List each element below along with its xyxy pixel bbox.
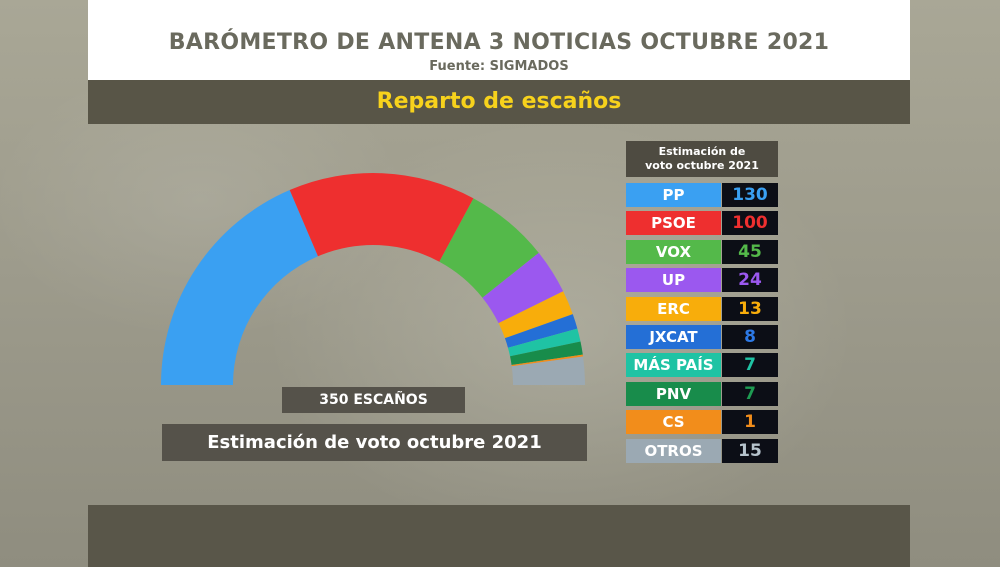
legend-row: CS 1 [626,410,778,434]
legend-header-line2: voto octubre 2021 [626,159,778,173]
legend-party-label: VOX [626,240,721,264]
legend-seat-value: 1 [722,410,778,434]
legend-seat-value: 15 [722,439,778,463]
legend-party-label: ERC [626,297,721,321]
total-seats-badge: 350 ESCAÑOS [282,387,465,413]
footer-bar [88,505,910,567]
legend-seat-value: 130 [722,183,778,207]
seat-segment-psoe [290,173,474,262]
legend-row: OTROS 15 [626,439,778,463]
legend-seat-value: 100 [722,211,778,235]
legend-row: VOX 45 [626,240,778,264]
chart-caption: Estimación de voto octubre 2021 [162,424,587,461]
legend-row: ERC 13 [626,297,778,321]
legend-row: UP 24 [626,268,778,292]
legend-seat-value: 8 [722,325,778,349]
legend-header-line1: Estimación de [626,145,778,159]
seat-segment-pp [161,190,318,385]
legend-party-label: CS [626,410,721,434]
legend-party-label: JXCAT [626,325,721,349]
legend-seat-value: 24 [722,268,778,292]
legend-row: PNV 7 [626,382,778,406]
legend-party-label: OTROS [626,439,721,463]
legend-party-label: MÁS PAÍS [626,353,721,377]
legend-row: PSOE 100 [626,211,778,235]
legend-party-label: UP [626,268,721,292]
legend-row: PP 130 [626,183,778,207]
legend-seat-value: 13 [722,297,778,321]
legend-seat-value: 7 [722,382,778,406]
legend-row: JXCAT 8 [626,325,778,349]
legend-party-label: PP [626,183,721,207]
legend-header: Estimación de voto octubre 2021 [626,141,778,177]
legend-party-label: PNV [626,382,721,406]
legend-seat-value: 45 [722,240,778,264]
legend-row: MÁS PAÍS 7 [626,353,778,377]
legend-party-label: PSOE [626,211,721,235]
legend-seat-value: 7 [722,353,778,377]
